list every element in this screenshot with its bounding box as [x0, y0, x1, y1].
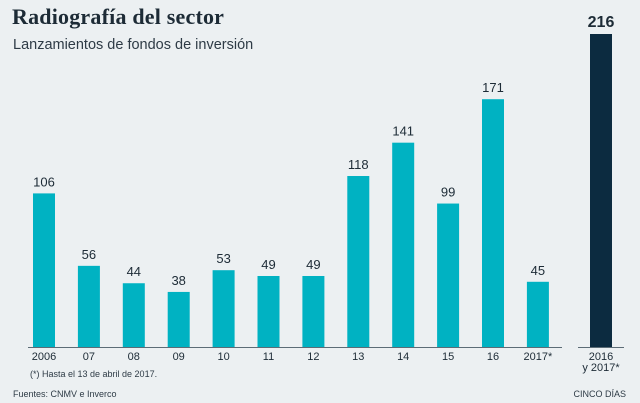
- tick-label: 15: [442, 351, 454, 363]
- chart-subtitle: Lanzamientos de fondos de inversión: [13, 37, 254, 53]
- data-label: 53: [216, 251, 230, 266]
- tick-label: 08: [128, 351, 140, 363]
- publisher-credit: CINCO DÍAS: [573, 389, 626, 399]
- data-label: 38: [171, 273, 185, 288]
- data-label: 44: [127, 264, 141, 279]
- tick-label-total: 2016: [589, 351, 613, 363]
- footnote: (*) Hasta el 13 de abril de 2017.: [30, 369, 158, 379]
- bar-13: [347, 176, 370, 347]
- tick-label: 10: [217, 351, 229, 363]
- bar-09: [167, 291, 190, 347]
- tick-label: 07: [83, 351, 95, 363]
- data-label: 171: [482, 80, 504, 95]
- bar-08: [122, 283, 145, 347]
- bar-10: [212, 270, 235, 347]
- bar-12: [302, 275, 325, 347]
- tick-label: 2006: [32, 351, 56, 363]
- data-label: 118: [348, 157, 369, 172]
- data-label: 56: [82, 247, 96, 262]
- tick-label: 14: [397, 351, 409, 363]
- tick-label-total: y 2017*: [582, 362, 620, 374]
- data-label: 99: [441, 185, 455, 200]
- tick-label: 13: [352, 351, 364, 363]
- data-label: 49: [306, 257, 320, 272]
- tick-label: 11: [263, 351, 274, 363]
- bar-07: [77, 265, 100, 347]
- data-label: 106: [33, 174, 55, 189]
- source-credit: Fuentes: CNMV e Inverco: [13, 389, 117, 399]
- bar-11: [257, 275, 280, 347]
- tick-label: 16: [487, 351, 499, 363]
- chart-title: Radiografía del sector: [12, 4, 225, 29]
- data-label: 45: [531, 263, 545, 278]
- tick-label: 12: [307, 351, 319, 363]
- tick-label: 09: [173, 351, 185, 363]
- bar-16: [482, 99, 504, 347]
- data-label-total: 216: [588, 14, 615, 31]
- bar-2017*: [526, 281, 549, 347]
- bar-2006: [33, 193, 55, 347]
- data-label: 141: [392, 124, 414, 139]
- data-label: 49: [261, 257, 275, 272]
- bar-total: [590, 34, 612, 347]
- bar-15: [437, 203, 460, 347]
- tick-label: 2017*: [524, 351, 553, 363]
- bar-14: [392, 142, 415, 347]
